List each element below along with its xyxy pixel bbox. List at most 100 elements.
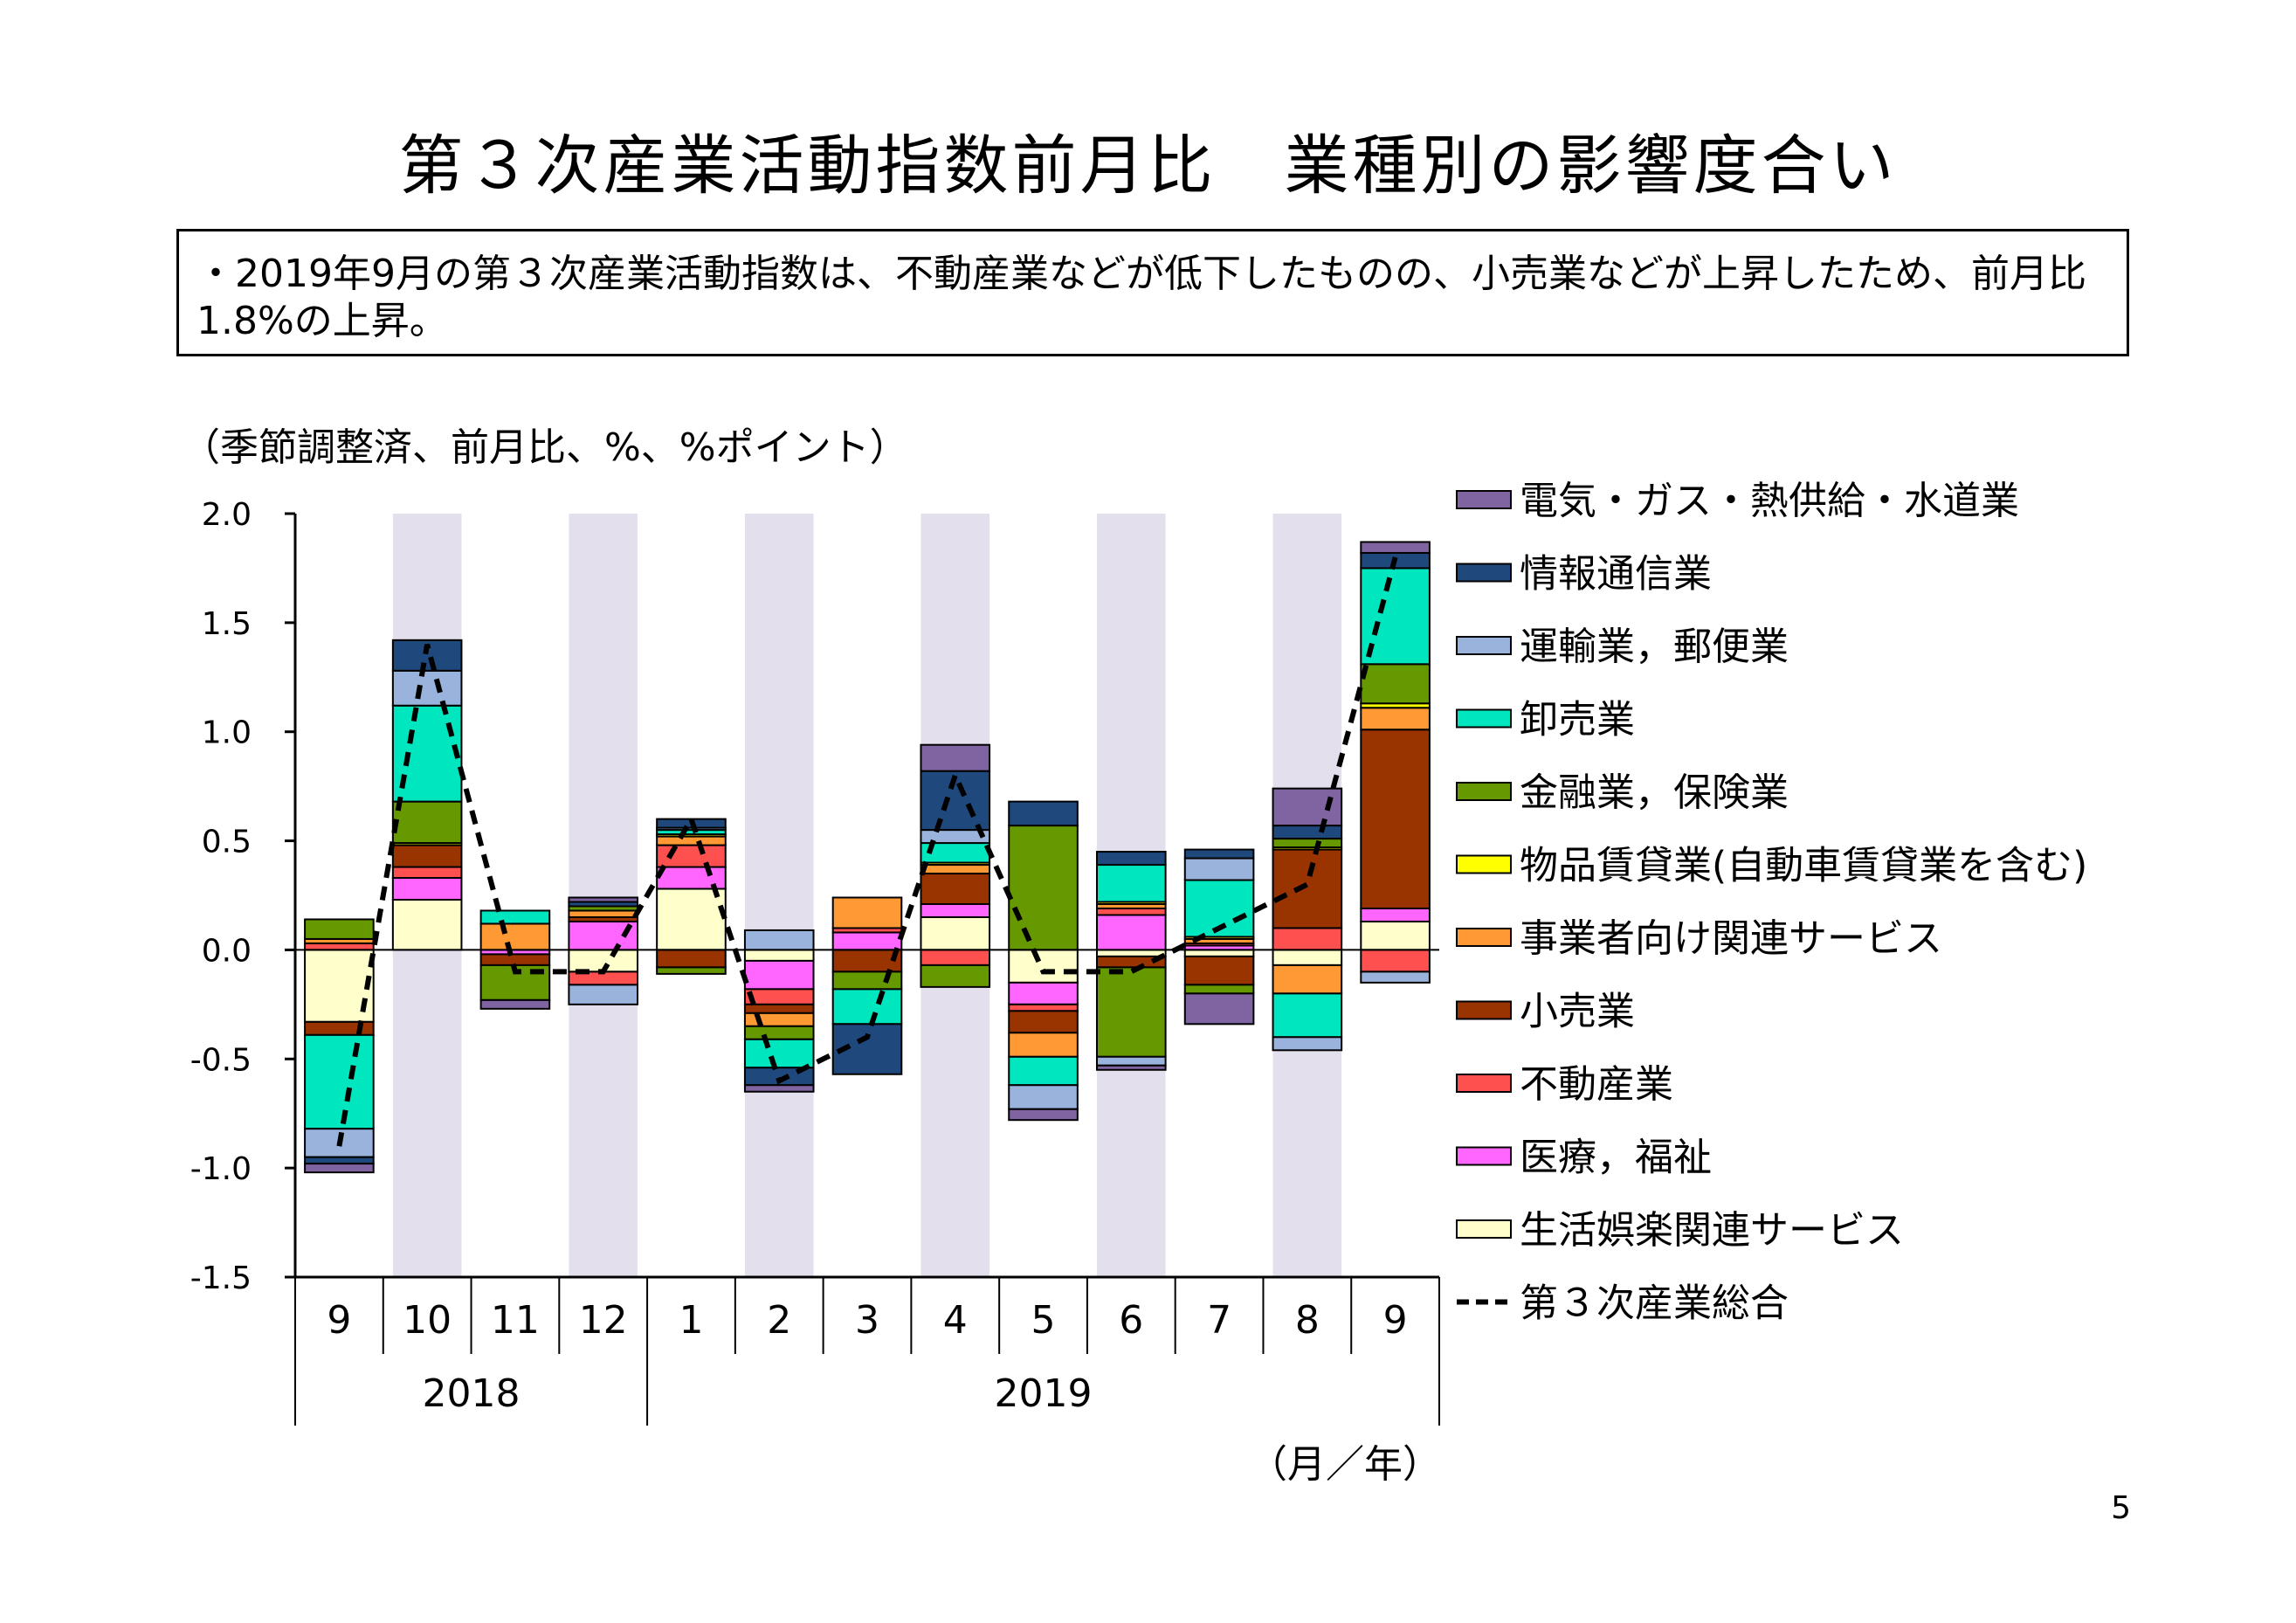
bar-segment bbox=[743, 1025, 815, 1040]
bar-segment bbox=[304, 942, 375, 951]
bar-segment bbox=[1360, 729, 1431, 909]
x-tick-label: 2 bbox=[767, 1298, 791, 1343]
bar-segment bbox=[391, 669, 463, 707]
legend-label: 金融業，保険業 bbox=[1520, 770, 1789, 815]
y-tick-label: 2.0 bbox=[202, 497, 252, 533]
legend-swatch bbox=[1456, 854, 1512, 874]
y-tick-label: 1.5 bbox=[202, 606, 252, 642]
bar-segment bbox=[479, 953, 551, 966]
bar-segment bbox=[831, 896, 903, 929]
bar-segment bbox=[391, 877, 463, 901]
bar-segment bbox=[656, 835, 727, 846]
bar-segment bbox=[743, 949, 815, 962]
bar-segment bbox=[479, 998, 551, 1010]
bar-segment bbox=[1008, 825, 1079, 951]
bar-segment bbox=[1183, 857, 1255, 881]
bar-segment bbox=[1272, 1036, 1343, 1052]
x-tick-label: 6 bbox=[1119, 1298, 1143, 1343]
legend-swatch bbox=[1456, 928, 1512, 947]
unit-label: （季節調整済、前月比、%、%ポイント） bbox=[182, 425, 908, 470]
legend-label: 卸売業 bbox=[1520, 698, 1635, 742]
bar-segment bbox=[391, 844, 463, 868]
year-label: 2019 bbox=[995, 1371, 1093, 1416]
bar-segment bbox=[831, 970, 903, 991]
bar-segment bbox=[568, 896, 638, 903]
bar-segment bbox=[1183, 848, 1255, 860]
bar-segment bbox=[831, 949, 903, 973]
bar-segment bbox=[1360, 541, 1431, 554]
bar-segment bbox=[391, 866, 463, 880]
legend-swatch bbox=[1456, 1000, 1512, 1020]
bar-segment bbox=[1360, 663, 1431, 705]
y-tick-label: 0.5 bbox=[202, 825, 252, 860]
bar-segment bbox=[1360, 970, 1431, 984]
bar-segment bbox=[1360, 907, 1431, 922]
bar-segment bbox=[743, 959, 815, 991]
bar-segment bbox=[1272, 838, 1343, 849]
page-title: 第３次産業活動指数前月比 業種別の影響度合い bbox=[398, 128, 1898, 204]
x-unit-label: （月／年） bbox=[1249, 1442, 1441, 1487]
bar-segment bbox=[743, 1038, 815, 1069]
x-tick-label: 11 bbox=[491, 1298, 540, 1343]
x-tick-label: 5 bbox=[1031, 1298, 1056, 1343]
bar-segment bbox=[1272, 848, 1343, 929]
bar-segment bbox=[920, 949, 991, 966]
bar-segment bbox=[656, 949, 727, 969]
legend-label: 不動産業 bbox=[1520, 1062, 1673, 1107]
bar-segment bbox=[1183, 992, 1255, 1026]
bar-segment bbox=[743, 1084, 815, 1093]
bar-segment bbox=[304, 1033, 375, 1130]
x-tick-label: 9 bbox=[327, 1298, 351, 1343]
bar-segment bbox=[1008, 1032, 1079, 1058]
total-line bbox=[336, 556, 1398, 1147]
bar-segment bbox=[920, 743, 991, 772]
legend-swatch bbox=[1456, 636, 1512, 655]
bar-segment bbox=[920, 864, 991, 875]
shade-column bbox=[569, 514, 638, 1277]
bar-segment bbox=[1096, 1064, 1167, 1071]
legend-swatch bbox=[1456, 563, 1512, 583]
x-tick-label: 3 bbox=[855, 1298, 879, 1343]
bar-segment bbox=[1096, 914, 1167, 951]
bar-segment bbox=[1008, 800, 1079, 827]
bar-segment bbox=[1008, 1010, 1079, 1034]
bar-segment bbox=[1183, 949, 1255, 957]
bar-segment bbox=[1272, 787, 1343, 827]
x-tick-label: 12 bbox=[579, 1298, 628, 1343]
x-tick-label: 4 bbox=[943, 1298, 968, 1343]
bar-segment bbox=[920, 873, 991, 905]
y-tick-label: -1.0 bbox=[190, 1151, 252, 1187]
bar-segment bbox=[568, 984, 638, 1005]
bar-segment bbox=[391, 800, 463, 845]
bar-segment bbox=[1008, 949, 1079, 984]
legend-label: 医療，福祉 bbox=[1520, 1136, 1712, 1180]
legend-swatch bbox=[1456, 782, 1512, 801]
legend-label-total: 第３次産業総合 bbox=[1520, 1281, 1789, 1326]
legend-swatch bbox=[1456, 490, 1512, 509]
y-ticks: 2.0 1.5 1.0 0.5 0.0 -0.5 -1.0 -1.5 bbox=[190, 497, 295, 1296]
bar-segment bbox=[304, 1156, 375, 1165]
bar-segment bbox=[1096, 851, 1167, 867]
bar-segment bbox=[1096, 864, 1167, 903]
bar-segment bbox=[743, 929, 815, 951]
legend-swatch bbox=[1456, 1219, 1512, 1239]
bar-segment bbox=[1008, 981, 1079, 1005]
x-year-groups: 2018 2019 bbox=[294, 1354, 1440, 1426]
bars bbox=[304, 541, 1431, 1174]
bar-segment bbox=[1272, 949, 1343, 966]
x-tick-label: 8 bbox=[1295, 1298, 1320, 1343]
y-tick-label: -0.5 bbox=[190, 1042, 252, 1078]
bar-segment bbox=[1008, 1084, 1079, 1110]
bar-segment bbox=[920, 902, 991, 918]
bar-segment bbox=[1096, 966, 1167, 1058]
bar-segment bbox=[831, 988, 903, 1026]
legend-swatch bbox=[1456, 1146, 1512, 1166]
bar-segment bbox=[1360, 920, 1431, 951]
bar-segment bbox=[304, 1163, 375, 1174]
summary-box: ・2019年9月の第３次産業活動指数は、不動産業などが低下したものの、小売業など… bbox=[176, 229, 2129, 356]
y-tick-label: -1.5 bbox=[190, 1260, 252, 1296]
bar-segment bbox=[656, 966, 727, 975]
legend-label: 電気・ガス・熱供給・水道業 bbox=[1520, 479, 2019, 523]
bar-segment bbox=[479, 922, 551, 951]
year-label: 2018 bbox=[423, 1371, 521, 1416]
